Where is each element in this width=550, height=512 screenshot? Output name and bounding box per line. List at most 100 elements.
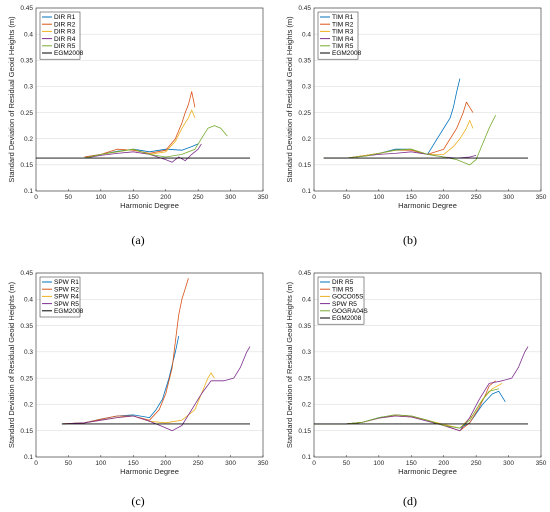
y-tick-label: 0.3 — [24, 349, 33, 356]
y-tick-label: 0.35 — [298, 57, 311, 64]
x-axis-label: Harmonic Degree — [120, 201, 179, 210]
y-tick-label: 0.35 — [298, 323, 311, 330]
legend-label: DIR R4 — [54, 36, 76, 43]
x-tick-label: 300 — [225, 460, 236, 467]
x-tick-label: 150 — [406, 460, 417, 467]
x-tick-label: 200 — [160, 460, 171, 467]
y-tick-label: 0.25 — [298, 375, 311, 382]
x-tick-label: 100 — [95, 460, 106, 467]
panel-caption: (b) — [403, 233, 417, 247]
x-tick-label: 100 — [373, 460, 384, 467]
series-line-gogra04s — [314, 388, 499, 429]
legend-label: SPW R4 — [54, 294, 79, 301]
x-tick-label: 100 — [373, 194, 384, 201]
y-tick-label: 0.1 — [24, 188, 33, 195]
y-tick-label: 0.3 — [302, 349, 311, 356]
y-tick-label: 0.1 — [302, 188, 311, 195]
legend-label: SPW R1 — [54, 279, 79, 286]
x-tick-label: 250 — [471, 194, 482, 201]
x-tick-label: 250 — [193, 194, 204, 201]
axes-frame — [313, 272, 542, 458]
y-tick-label: 0.45 — [20, 5, 33, 12]
x-tick-label: 350 — [536, 194, 547, 201]
legend-label: DIR R3 — [54, 29, 76, 36]
x-tick-label: 250 — [193, 460, 204, 467]
x-tick-label: 200 — [438, 194, 449, 201]
x-tick-label: 150 — [128, 460, 139, 467]
chart-panel-2: 0.1 0.15 0.2 0.25 0.3 0.35 0.4 0.45 0 50 100 150 200… — [285, 5, 547, 247]
y-axis-label: Standard Deviation of Residual Geoid Hei… — [7, 16, 16, 183]
x-tick-label: 300 — [225, 194, 236, 201]
y-tick-label: 0.25 — [20, 375, 33, 382]
panel-caption: (d) — [403, 494, 417, 508]
legend-label: EGM2008 — [332, 50, 362, 57]
legend-label: TIM R2 — [332, 21, 354, 28]
axes-frame — [35, 7, 264, 192]
chart-panel-1: 0.1 0.15 0.2 0.25 0.3 0.35 0.4 0.45 0 50 100 150 200… — [7, 5, 269, 247]
y-tick-label: 0.1 — [302, 454, 311, 461]
y-tick-label: 0.25 — [20, 110, 33, 117]
legend-label: GOGRA04S — [332, 308, 368, 315]
y-axis-label: Standard Deviation of Residual Geoid Hei… — [7, 281, 16, 448]
series-line-dir-r2 — [84, 91, 196, 158]
series-line-spw-r5 — [61, 346, 251, 432]
series-line-dir-r4 — [84, 143, 202, 163]
x-tick-label: 150 — [128, 194, 139, 201]
series-line-spw-r2 — [61, 278, 189, 425]
legend-label: SPW R2 — [54, 286, 79, 293]
legend-box — [39, 11, 81, 60]
x-tick-label: 50 — [65, 194, 73, 201]
y-tick-label: 0.4 — [302, 31, 311, 38]
axes-frame — [313, 7, 542, 192]
axes-frame — [35, 272, 264, 458]
legend-label: EGM2008 — [332, 315, 362, 322]
legend-label: DIR R5 — [54, 43, 76, 50]
legend-box — [317, 11, 359, 60]
panel-caption: (c) — [131, 494, 144, 508]
x-axis-label: Harmonic Degree — [120, 467, 179, 476]
legend-label: SPW R5 — [54, 301, 79, 308]
legend-label: DIR R2 — [54, 21, 76, 28]
legend-label: TIM R1 — [332, 14, 354, 21]
legend-box — [317, 276, 365, 325]
y-tick-label: 0.15 — [20, 428, 33, 435]
y-axis-label: Standard Deviation of Residual Geoid Hei… — [285, 281, 294, 448]
x-tick-label: 350 — [258, 460, 269, 467]
y-tick-label: 0.45 — [20, 270, 33, 277]
x-axis-label: Harmonic Degree — [398, 201, 457, 210]
legend-label: SPW R5 — [332, 301, 357, 308]
y-tick-label: 0.3 — [24, 84, 33, 91]
x-tick-label: 50 — [65, 460, 73, 467]
y-tick-label: 0.2 — [24, 136, 33, 143]
legend-label: TIM R4 — [332, 36, 354, 43]
series-line-dir-r5 — [84, 125, 228, 159]
legend-label: DIR R1 — [54, 14, 76, 21]
x-axis-label: Harmonic Degree — [398, 467, 457, 476]
x-tick-label: 50 — [343, 460, 351, 467]
y-tick-label: 0.15 — [298, 162, 311, 169]
legend-label: EGM2008 — [54, 50, 84, 57]
x-tick-label: 300 — [503, 194, 514, 201]
y-tick-label: 0.35 — [20, 57, 33, 64]
y-tick-label: 0.1 — [24, 454, 33, 461]
y-tick-label: 0.2 — [302, 402, 311, 409]
x-tick-label: 300 — [503, 460, 514, 467]
x-tick-label: 100 — [95, 194, 106, 201]
y-tick-label: 0.35 — [20, 323, 33, 330]
x-tick-label: 0 — [34, 194, 38, 201]
y-tick-label: 0.4 — [24, 31, 33, 38]
x-tick-label: 0 — [312, 460, 316, 467]
series-line-tim-r5 — [323, 115, 496, 166]
x-tick-label: 250 — [471, 460, 482, 467]
legend-label: TIM R5 — [332, 286, 354, 293]
legend-label: EGM2008 — [54, 308, 84, 315]
x-tick-label: 50 — [343, 194, 351, 201]
y-tick-label: 0.15 — [298, 428, 311, 435]
x-tick-label: 200 — [160, 194, 171, 201]
y-tick-label: 0.25 — [298, 110, 311, 117]
panel-caption: (a) — [131, 233, 144, 247]
legend-label: GOCO05S — [332, 294, 364, 301]
x-tick-label: 350 — [258, 194, 269, 201]
y-tick-label: 0.3 — [302, 84, 311, 91]
